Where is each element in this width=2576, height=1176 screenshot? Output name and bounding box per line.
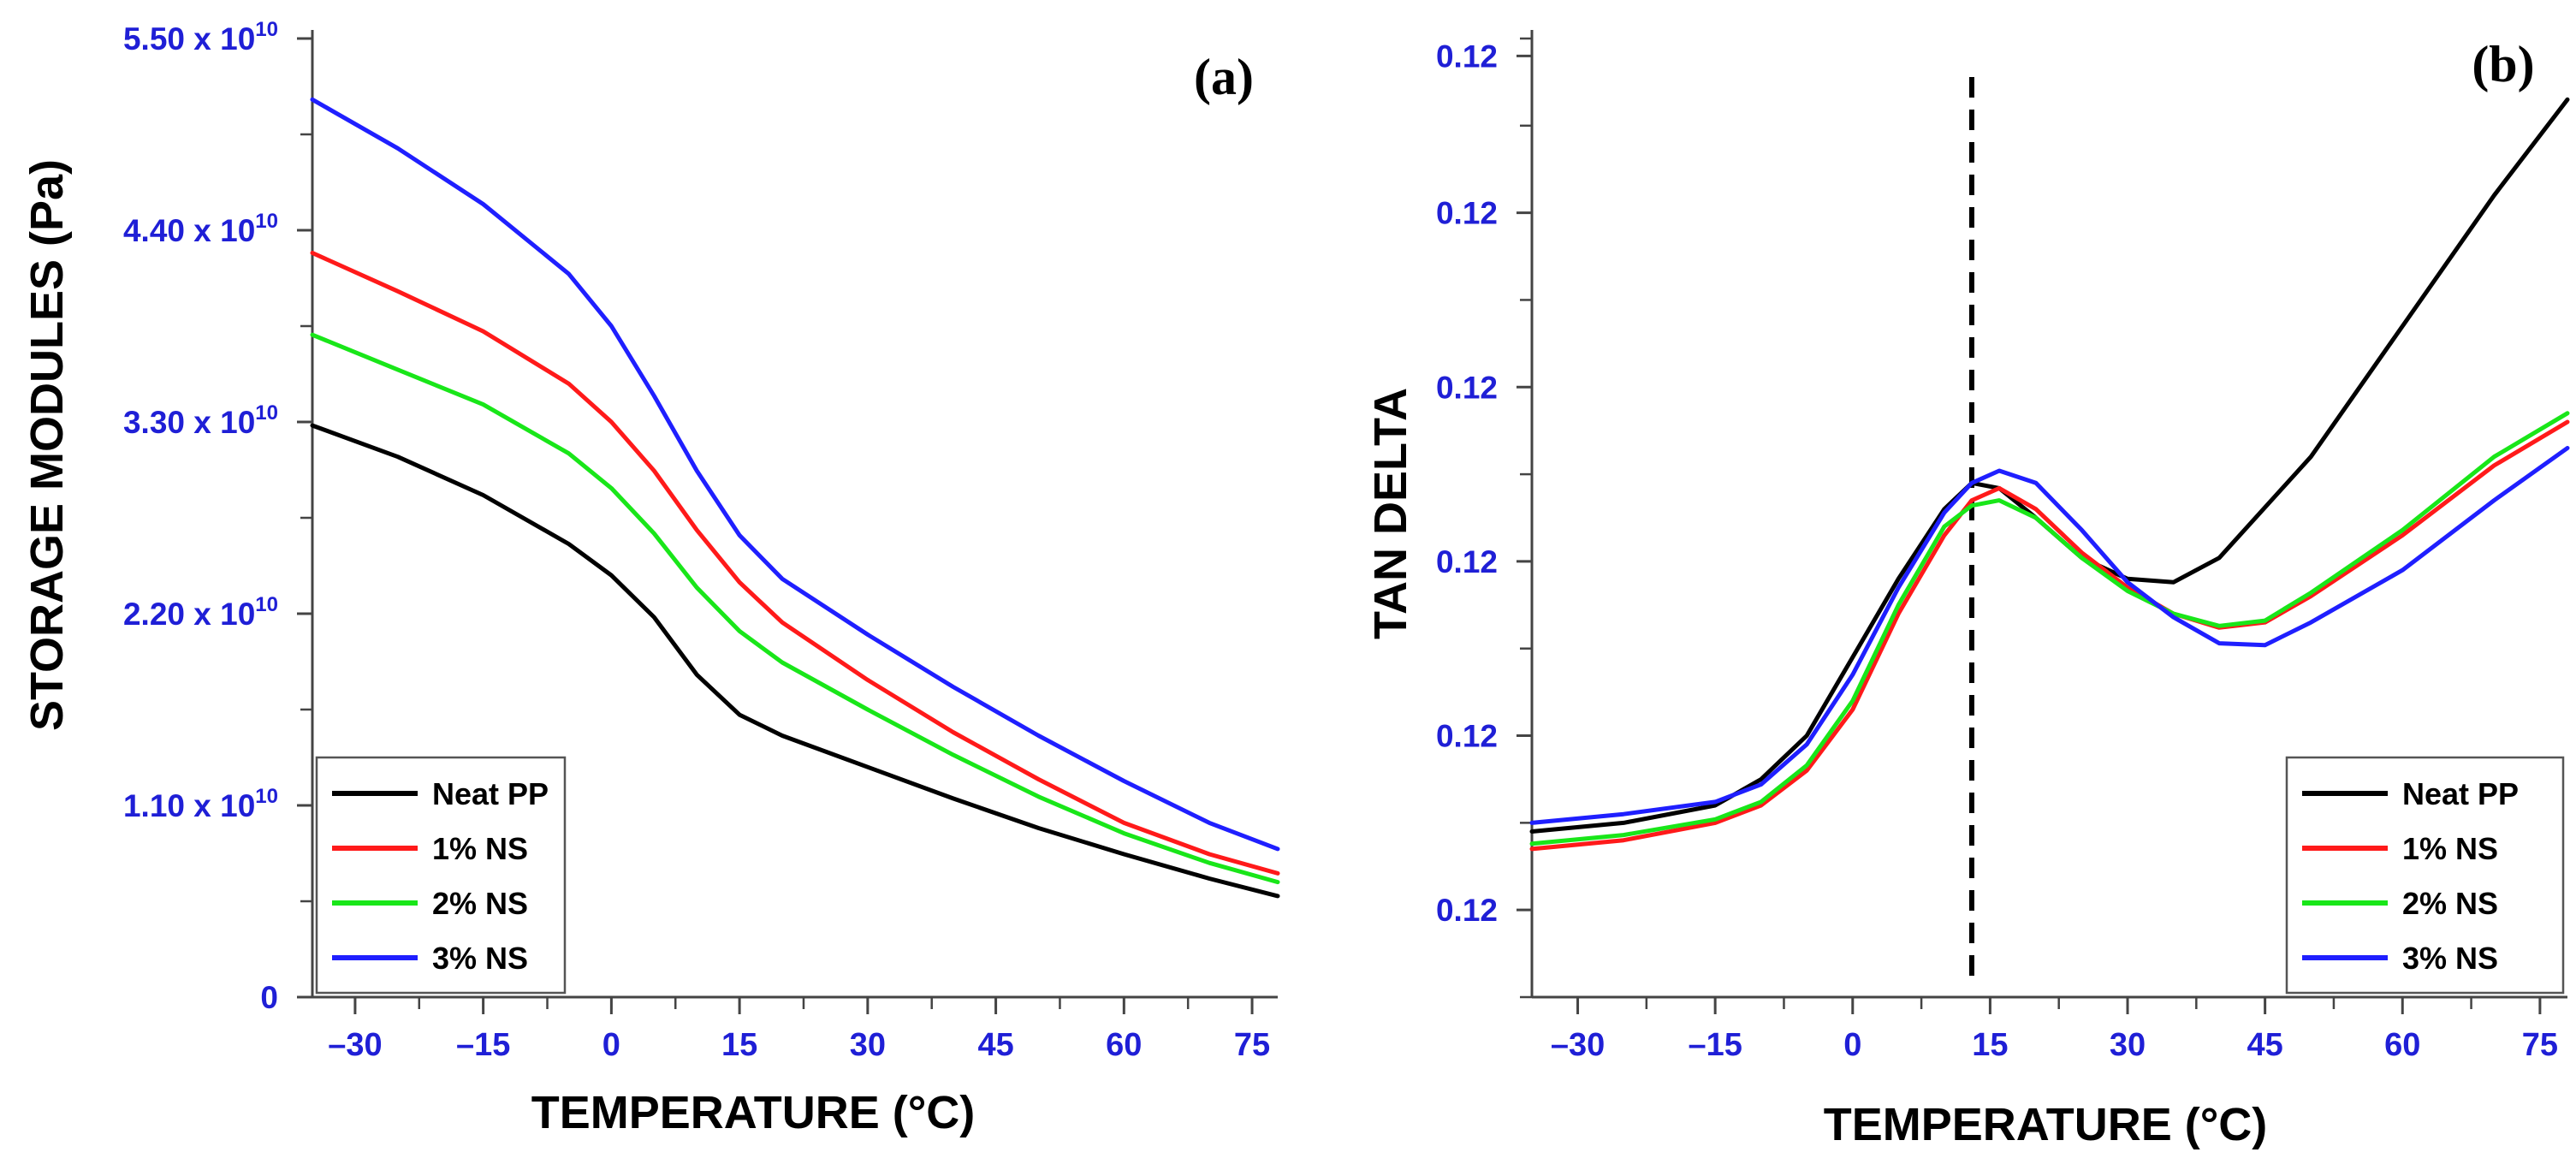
- y-tick-label: 0.12: [1436, 719, 1498, 754]
- x-tick-label: 60: [2384, 1027, 2420, 1063]
- x-tick-label: –15: [456, 1027, 510, 1063]
- legend-entry: 1% NS: [2402, 831, 2498, 866]
- series-line-3-ns: [310, 97, 1280, 852]
- series-line-1-ns: [1529, 419, 2570, 852]
- x-tick-label: 15: [721, 1027, 757, 1063]
- series-line-neat-pp: [310, 423, 1280, 899]
- y-axis-label: STORAGE MODULES (Pa): [21, 159, 73, 731]
- legend-entry: Neat PP: [432, 776, 549, 811]
- y-tick-label: 3.30 x 1010: [123, 401, 278, 440]
- x-tick-label: –15: [1688, 1027, 1742, 1063]
- y-tick-label: 1.10 x 1010: [123, 785, 278, 823]
- panel-label: (a): [1194, 49, 1254, 105]
- y-tick-exponent: 10: [255, 785, 278, 808]
- x-tick-label: –30: [328, 1027, 382, 1063]
- y-tick-label: 2.20 x 1010: [123, 593, 278, 632]
- x-axis-label: TEMPERATURE (°C): [531, 1087, 976, 1138]
- y-tick-mantissa: 3.30 x 10: [123, 405, 255, 440]
- y-tick-label: 0.12: [1436, 196, 1498, 231]
- y-tick-mantissa: 5.50 x 10: [123, 21, 255, 56]
- y-tick-label: 0: [260, 980, 278, 1015]
- legend-entry: 2% NS: [2402, 886, 2498, 921]
- x-tick-label: 30: [850, 1027, 886, 1063]
- y-tick-label: 0.12: [1436, 544, 1498, 579]
- legend-entry: 1% NS: [432, 831, 528, 866]
- x-tick-label: 60: [1106, 1027, 1142, 1063]
- y-tick-mantissa: 1.10 x 10: [123, 788, 255, 823]
- x-tick-label: 75: [2522, 1027, 2558, 1063]
- y-tick-label: 0.12: [1436, 370, 1498, 405]
- y-tick-exponent: 10: [255, 18, 278, 41]
- y-tick-label: 0.12: [1436, 893, 1498, 928]
- panel-b-tan-delta-chart: 0.12 0.12 0.12 0.12 0.12 0.12 –30 –15 0 15 30 45 60 7…: [1365, 30, 2570, 1150]
- y-tick-exponent: 10: [255, 401, 278, 425]
- x-tick-label: 15: [1972, 1027, 2008, 1063]
- y-tick-label: 4.40 x 1010: [123, 210, 278, 248]
- legend-entry: Neat PP: [2402, 776, 2519, 811]
- legend-box: [2285, 756, 2565, 995]
- series-line-2-ns: [1529, 411, 2570, 846]
- y-tick-label: 0.12: [1436, 39, 1498, 74]
- y-tick-exponent: 10: [255, 210, 278, 233]
- x-tick-label: 0: [1843, 1027, 1861, 1063]
- series-line-1-ns: [310, 251, 1280, 876]
- series-line-3-ns: [1529, 446, 2570, 825]
- x-tick-label: 30: [2110, 1027, 2146, 1063]
- x-tick-label: 75: [1234, 1027, 1270, 1063]
- series-line-neat-pp: [1529, 97, 2570, 834]
- x-tick-label: –30: [1551, 1027, 1605, 1063]
- legend-entry: 3% NS: [2402, 941, 2498, 976]
- legend-box: [315, 756, 567, 995]
- x-tick-label: 45: [2247, 1027, 2282, 1063]
- x-axis-label: TEMPERATURE (°C): [1824, 1099, 2268, 1150]
- series-line-2-ns: [310, 332, 1280, 885]
- y-tick-label: 5.50 x 1010: [123, 18, 278, 56]
- panel-label: (b): [2472, 36, 2534, 92]
- legend-entry: 2% NS: [432, 886, 528, 921]
- y-tick-exponent: 10: [255, 593, 278, 616]
- x-tick-label: 45: [977, 1027, 1013, 1063]
- y-axis-label: TAN DELTA: [1365, 388, 1416, 639]
- y-tick-mantissa: 2.20 x 10: [123, 597, 255, 632]
- y-tick-mantissa: 4.40 x 10: [123, 213, 255, 248]
- x-tick-label: 0: [602, 1027, 620, 1063]
- legend-entry: 3% NS: [432, 941, 528, 976]
